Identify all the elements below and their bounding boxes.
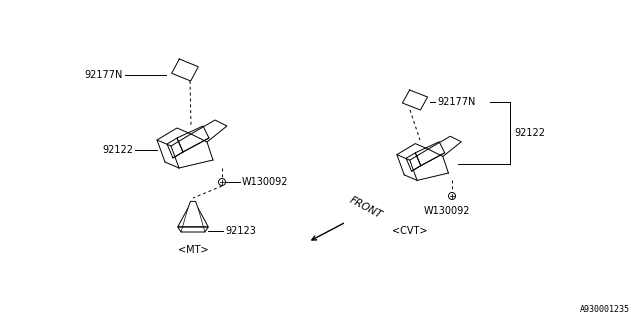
Text: 92177N: 92177N xyxy=(84,70,123,80)
Text: FRONT: FRONT xyxy=(348,195,384,220)
Text: W130092: W130092 xyxy=(424,206,470,216)
Text: A930001235: A930001235 xyxy=(580,305,630,314)
Text: 92122: 92122 xyxy=(514,128,545,138)
Text: <MT>: <MT> xyxy=(178,245,208,255)
Text: 92123: 92123 xyxy=(225,226,256,236)
Text: 92177N: 92177N xyxy=(437,97,476,107)
Text: W130092: W130092 xyxy=(242,177,289,187)
Text: <CVT>: <CVT> xyxy=(392,226,428,236)
Text: 92122: 92122 xyxy=(102,145,133,155)
